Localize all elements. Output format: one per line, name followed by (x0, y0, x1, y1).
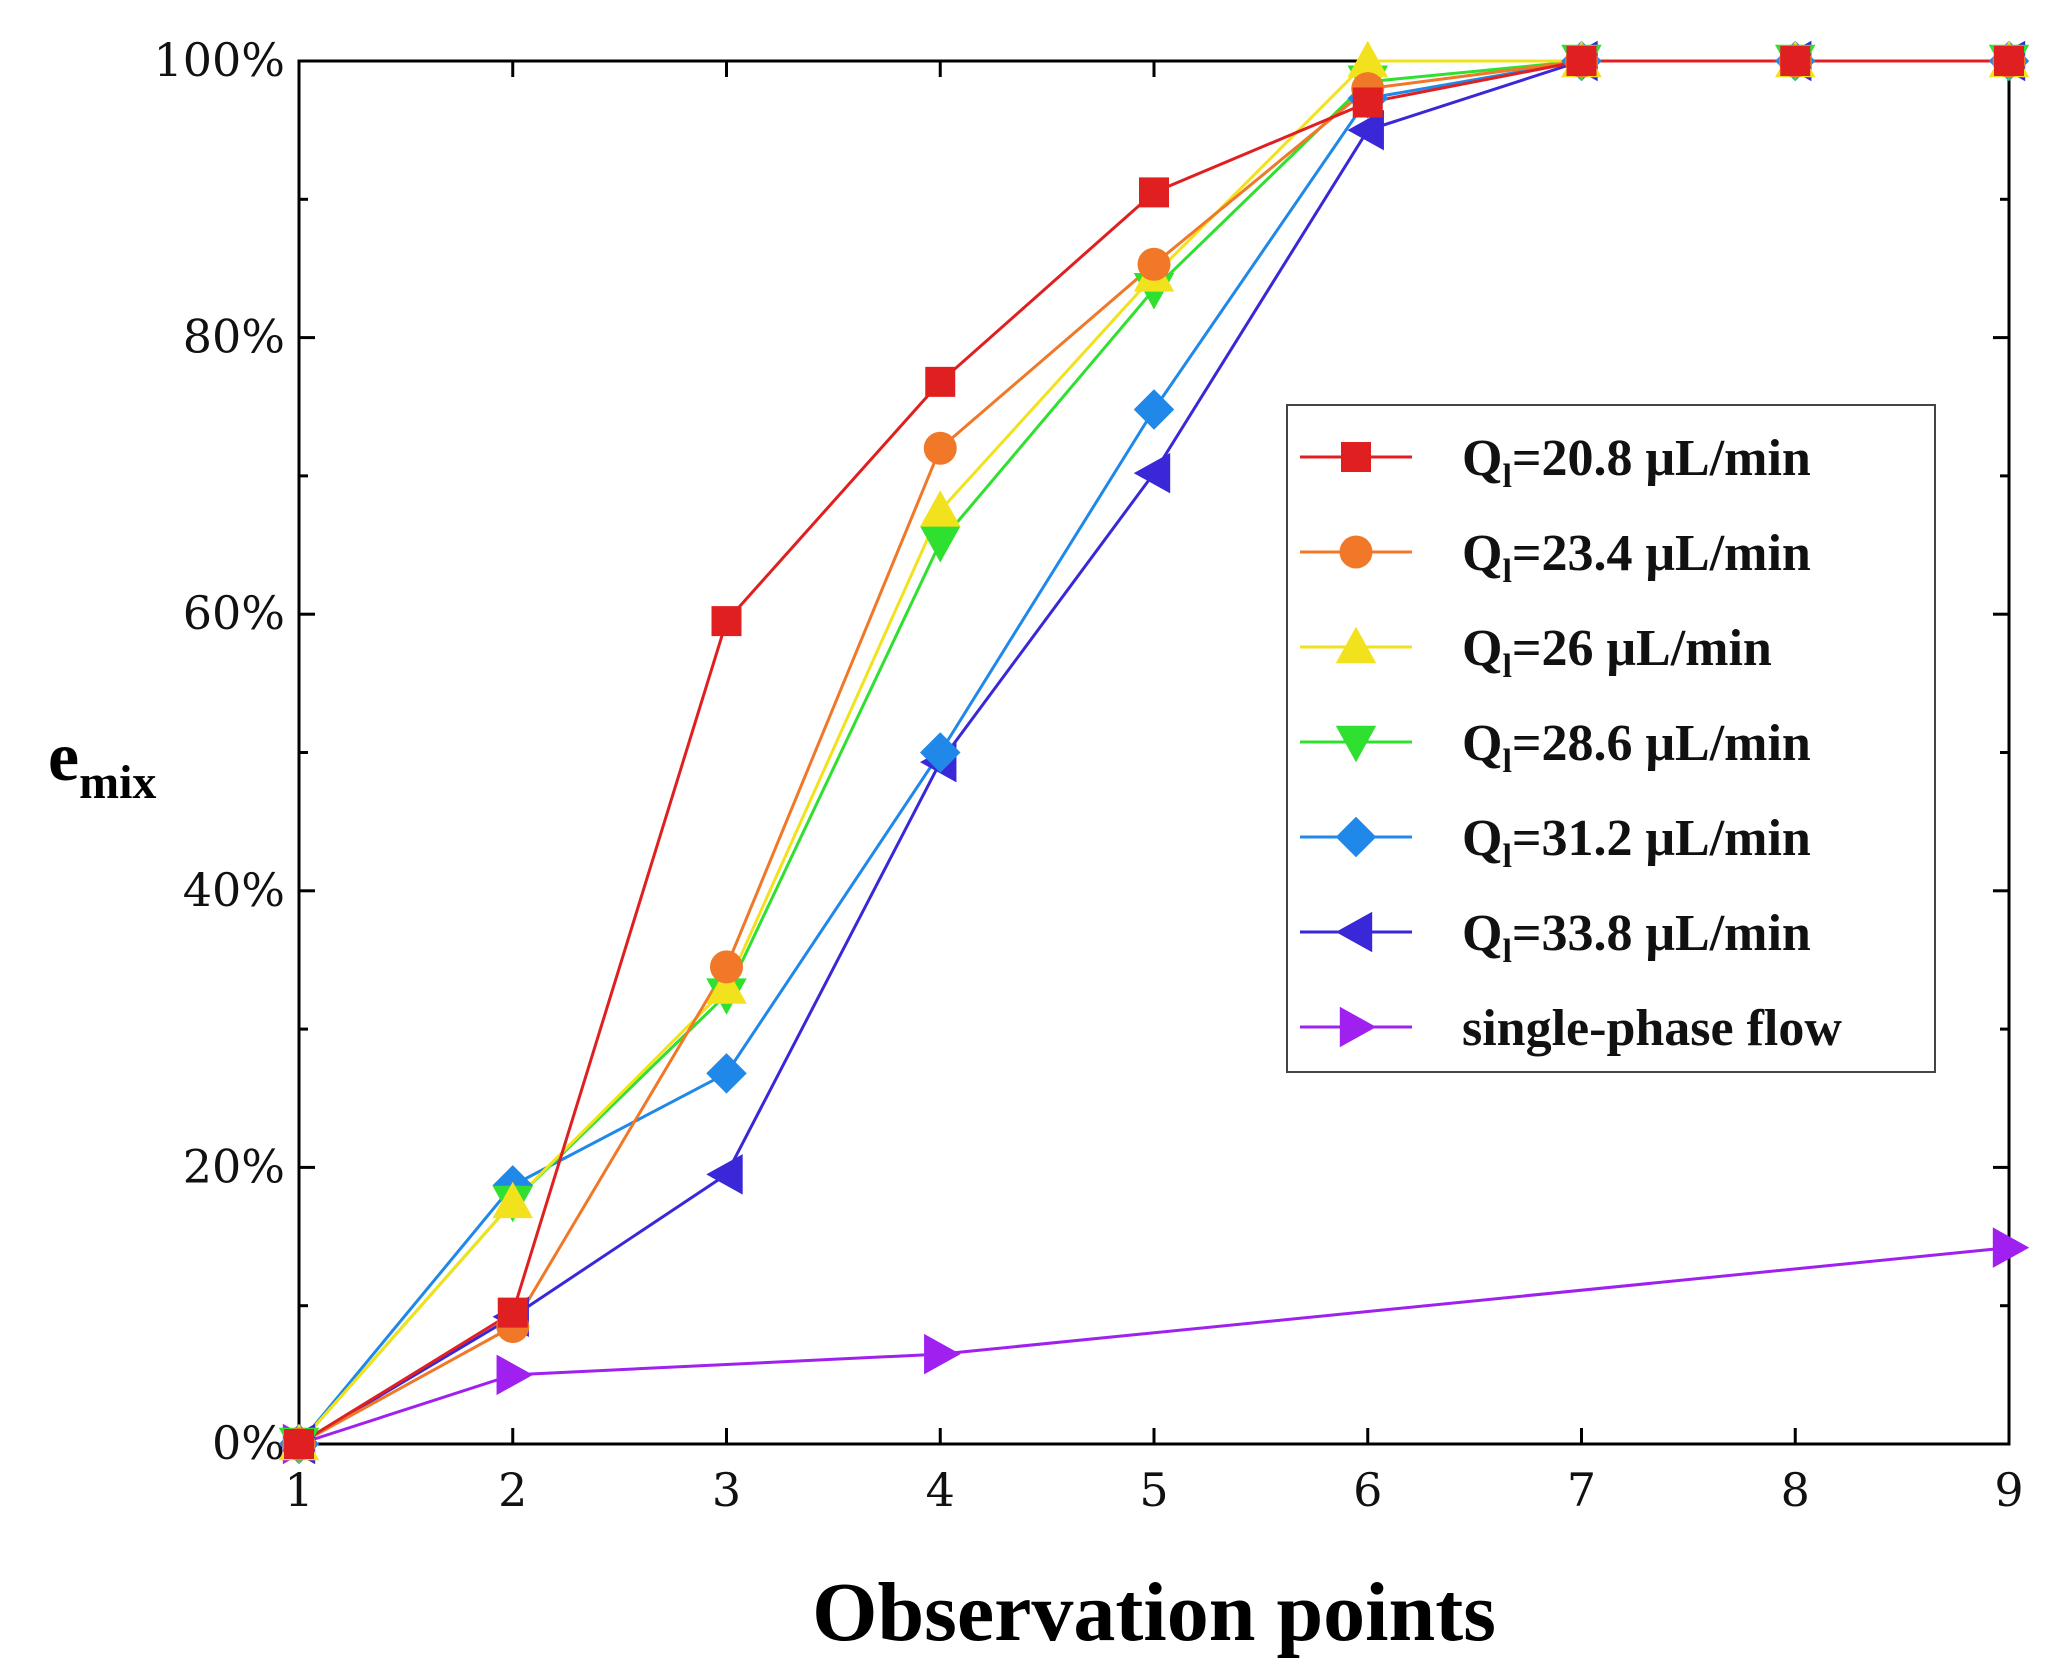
data-point (1352, 87, 1383, 118)
data-point (1994, 46, 2024, 76)
data-point (284, 1429, 314, 1459)
x-tick-label: 5 (1139, 1463, 1168, 1517)
legend-label-sub: l (1502, 743, 1511, 780)
y-axis-title-main: e (48, 719, 79, 796)
data-point (706, 1053, 747, 1094)
legend-marker (1341, 442, 1371, 472)
legend-marker (1335, 911, 1373, 953)
y-tick-label: 60% (183, 586, 285, 640)
x-tick-label: 6 (1353, 1463, 1382, 1517)
data-point (1133, 452, 1171, 494)
data-point (1137, 247, 1171, 281)
y-tick-label: 20% (183, 1139, 285, 1193)
data-point (706, 967, 747, 1004)
x-tick-label: 8 (1781, 1463, 1810, 1517)
y-tick-label: 100% (153, 33, 285, 87)
x-tick-label: 9 (1994, 1463, 2023, 1517)
y-axis-title-sub: mix (79, 756, 156, 809)
legend-box (1286, 404, 1936, 1073)
legend-label: Ql=20.8 μL/min (1462, 430, 1811, 495)
data-point (1347, 109, 1384, 151)
data-point (711, 606, 742, 637)
data-point (706, 1154, 743, 1195)
legend-label-rest: =28.6 μL/min (1512, 715, 1811, 772)
legend-label-sub: l (1502, 553, 1511, 590)
legend-label-rest: =23.4 μL/min (1512, 525, 1811, 582)
data-point (920, 526, 961, 563)
legend-label-rest: =20.8 μL/min (1512, 430, 1811, 487)
legend-label-main: Q (1462, 430, 1502, 487)
legend-label: Ql=33.8 μL/min (1462, 905, 1811, 970)
y-tick-label: 40% (183, 863, 285, 917)
legend-label: Ql=26 μL/min (1462, 620, 1772, 685)
x-tick-label: 4 (926, 1463, 955, 1517)
x-tick-label: 1 (284, 1463, 313, 1517)
y-axis-title: emix (48, 719, 156, 809)
legend-label-main: single-phase flow (1462, 1000, 1842, 1057)
legend-label-main: Q (1462, 810, 1502, 867)
series-line-7 (298, 1246, 2010, 1446)
data-point (920, 732, 961, 773)
legend-label-sub: l (1502, 933, 1511, 970)
legend-label-main: Q (1462, 715, 1502, 772)
x-tick-label: 3 (712, 1463, 741, 1517)
legend-label-sub: l (1502, 458, 1511, 495)
data-point (925, 366, 956, 397)
data-point (1566, 46, 1597, 76)
x-axis-title: Observation points (812, 1566, 1496, 1659)
legend-label-rest: =26 μL/min (1512, 620, 1772, 677)
legend-marker (1335, 816, 1377, 858)
legend-label: single-phase flow (1462, 1000, 1842, 1057)
legend-label: Ql=31.2 μL/min (1462, 810, 1811, 875)
legend-marker (1335, 626, 1377, 664)
legend-label-rest: =31.2 μL/min (1512, 810, 1811, 867)
series-markers (278, 40, 2030, 1465)
legend-label: Ql=23.4 μL/min (1462, 525, 1811, 590)
legend-label-rest: =33.8 μL/min (1512, 905, 1811, 962)
data-point (920, 490, 961, 527)
y-tick-label: 0% (212, 1416, 285, 1470)
y-tick-label: 80% (183, 310, 285, 364)
legend-label-sub: l (1502, 648, 1511, 685)
legend-marker (1339, 535, 1373, 569)
legend-label: Ql=28.6 μL/min (1462, 715, 1811, 780)
data-point (1139, 177, 1169, 208)
data-point (497, 1297, 528, 1328)
data-point (496, 1354, 533, 1396)
x-tick-label: 2 (498, 1463, 527, 1517)
data-point (1347, 40, 1388, 78)
legend-marker (1335, 725, 1377, 763)
data-point (1992, 1227, 2030, 1268)
legend-label-main: Q (1462, 905, 1502, 962)
data-point (923, 431, 957, 465)
legend-label-main: Q (1462, 525, 1502, 582)
x-tick-label: 7 (1567, 1463, 1596, 1517)
axis-tick-labels: 0% 20% 40% 60% 80% 100% 1 2 3 4 5 6 7 8 9 (153, 33, 2023, 1517)
data-point (492, 1181, 533, 1219)
legend-label-sub: l (1502, 838, 1511, 875)
data-point (1780, 46, 1811, 76)
data-point (924, 1333, 961, 1375)
legend-marker (1339, 1006, 1377, 1048)
legend-label-main: Q (1462, 620, 1502, 677)
data-point (710, 950, 743, 984)
data-point (1133, 389, 1175, 430)
